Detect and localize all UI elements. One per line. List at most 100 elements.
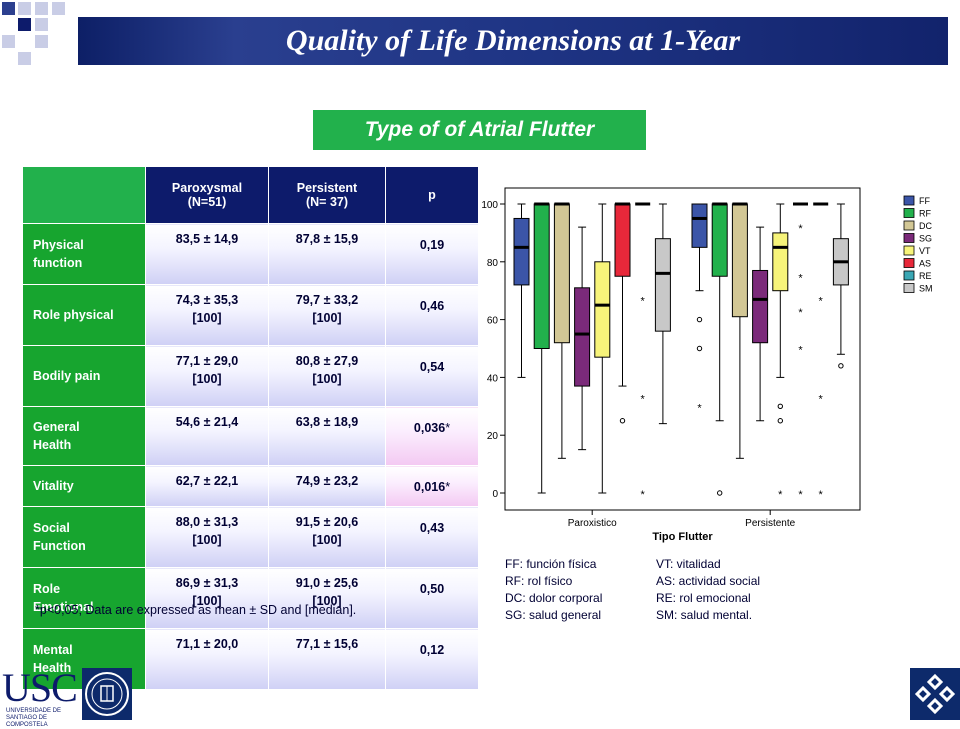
cell-p-value: 0,43 [385,506,479,568]
extreme-point: * [798,345,803,357]
extreme-point: * [798,489,803,501]
legend-swatch [903,283,915,293]
deco-square [35,35,48,48]
box-body [711,203,728,277]
header-persistent: Persistent (N= 37) [268,166,386,224]
cell-p-value: 0,036* [385,406,479,466]
extreme-point: * [641,295,646,307]
cell-persistent-text: 79,7 ± 33,2 [295,293,359,307]
legend-swatch [903,208,915,218]
footnote: *p<0,05; Data are expressed as mean ± SD… [35,603,357,617]
extreme-point: * [819,394,824,406]
cell-paroxysmal-text: 88,0 ± 31,3 [175,515,239,529]
cell-paroxysmal: 71,1 ± 20,0 [145,628,269,690]
row-label-text: Role physical [33,308,114,322]
row-label-text: Emotional [33,600,94,614]
row-label-text: Mental [33,643,73,657]
cell-persistent: 77,1 ± 15,6 [268,628,386,690]
row-label-text: Function [33,539,86,553]
cell-persistent-text: 80,8 ± 27,9 [295,354,359,368]
cell-p-value-text: 0,43 [419,521,445,535]
row-label: Bodily pain [22,345,146,407]
legend-swatch [903,258,915,268]
boxplot-chart: 0 20 40 60 80 100 Paroxistico Persistente Tipo F… [481,187,933,543]
extreme-point: * [819,489,824,501]
cell-paroxysmal-text: [100] [192,533,222,547]
x-tick-label: Paroxistico [568,518,617,529]
cell-p-value-text: 0,46 [419,299,445,313]
cell-p-value: 0,19 [385,223,479,285]
table-row: Bodily pain 77,1 ± 29,0 [100] 80,8 ± 27,9 [1… [22,345,479,407]
row-label-text: Health [33,438,72,452]
cell-persistent-text: [100] [312,311,342,325]
cross-graphic [914,673,956,715]
outlier-point [619,418,626,424]
cell-paroxysmal: 74,3 ± 35,3 [100] [145,284,269,346]
cell-persistent: 91,0 ± 25,6 [100] [268,567,386,629]
cell-paroxysmal-text: 62,7 ± 22,1 [175,474,239,488]
abbrev-item: VT: vitalidad [656,557,721,571]
pilgrim-cross-icon [910,668,960,720]
row-label: Vitality [22,465,146,507]
y-tick-label: 40 [487,373,499,384]
cell-p-value: 0,50 [385,567,479,629]
outlier-point [777,403,783,410]
box-body [772,232,789,292]
extreme-point: * [798,272,803,284]
extreme-point: * [798,307,803,319]
header-line: p [428,188,436,202]
cell-persistent: 63,8 ± 18,9 [268,406,386,466]
title-bar: Quality of Life Dimensions at 1-Year [78,17,948,65]
header-empty [22,166,146,224]
row-label-text: function [33,256,83,270]
table-row: Vitality 62,7 ± 22,1 74,9 ± 23,2 0,016* [22,465,479,507]
cell-paroxysmal-text: [100] [192,594,222,608]
usc-logo-text: USC [2,665,78,710]
abbrev-item: FF: función física [505,557,597,571]
table-row: Mental Health 71,1 ± 20,0 77,1 ± 15,6 0,12 [22,628,479,690]
significance-mark: * [445,480,451,494]
table-row: General Health 54,6 ± 21,4 63,8 ± 18,9 0,036… [22,406,479,466]
cell-paroxysmal: 62,7 ± 22,1 [145,465,269,507]
page-title: Quality of Life Dimensions at 1-Year [285,24,741,57]
cell-persistent-text: 63,8 ± 18,9 [295,415,359,429]
extreme-point: * [798,223,803,235]
cell-p-value: 0,12 [385,628,479,690]
cell-p-value: 0,46 [385,284,479,346]
abbrev-right: VT: vitalidad AS: actividad social RE: r… [656,556,760,624]
header-line: (N= 37) [305,195,349,209]
header-line: (N=51) [187,195,227,209]
legend-label: RF [919,209,931,219]
table-row: Role physical 74,3 ± 35,3 [100] 79,7 ± 33,2… [22,284,479,346]
outlier-point [777,418,783,424]
table-row: Social Function 88,0 ± 31,3 [100] 91,5 ± 20,… [22,506,479,568]
seal-graphic [85,672,129,716]
cell-persistent-text: 91,5 ± 20,6 [295,515,359,529]
cell-paroxysmal: 86,9 ± 31,3 [100] [145,567,269,629]
legend-label: RE [919,271,932,281]
cell-persistent: 74,9 ± 23,2 [268,465,386,507]
outlier-point [696,316,703,323]
usc-logo-sub: UNIVERSIDADE DE SANTIAGO DE COMPOSTELA [6,708,62,728]
row-label: Role Emotional [22,567,146,629]
cell-paroxysmal-text: [100] [192,311,222,325]
cell-paroxysmal: 83,5 ± 14,9 [145,223,269,285]
box-body [553,203,570,344]
extreme-point: * [819,295,824,307]
extreme-point: * [641,394,646,406]
row-label: Social Function [22,506,146,568]
legend-label: AS [919,259,931,269]
deco-square [35,18,48,31]
row-label-text: Health [33,661,72,675]
y-tick-label: 100 [481,200,498,211]
header-paroxysmal: Paroxysmal (N=51) [145,166,269,224]
usc-logo: USC UNIVERSIDADE DE SANTIAGO DE COMPOSTE… [0,665,90,728]
cell-persistent: 79,7 ± 33,2 [100] [268,284,386,346]
cell-persistent: 87,8 ± 15,9 [268,223,386,285]
legend-label: FF [919,196,930,206]
abbrev-item: RE: rol emocional [656,591,751,605]
row-label: General Health [22,406,146,466]
extreme-point: * [641,489,646,501]
y-tick-label: 0 [492,489,498,500]
cell-p-value: 0,016* [385,465,479,507]
